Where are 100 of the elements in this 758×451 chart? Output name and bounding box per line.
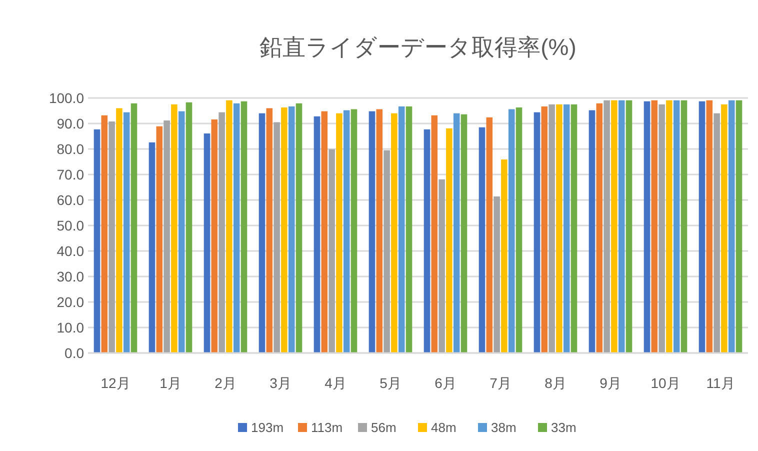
y-tick-label: 100.0 xyxy=(48,90,84,106)
y-tick-label: 40.0 xyxy=(56,243,84,259)
y-tick-label: 50.0 xyxy=(56,218,84,234)
bar xyxy=(101,115,108,353)
bar xyxy=(391,113,398,353)
x-tick-label: 6月 xyxy=(434,375,456,391)
legend-label: 56m xyxy=(371,420,396,435)
bar xyxy=(240,101,248,353)
y-tick-label: 10.0 xyxy=(56,320,84,336)
chart-title: 鉛直ライダーデータ取得率(%) xyxy=(260,34,576,60)
bar xyxy=(368,111,376,353)
y-tick-label: 80.0 xyxy=(56,141,84,157)
bar xyxy=(406,106,412,353)
bar xyxy=(204,133,210,353)
x-tick-label: 8月 xyxy=(544,375,566,391)
bar xyxy=(424,129,430,353)
bar xyxy=(156,126,163,353)
y-tick-label: 60.0 xyxy=(56,192,84,208)
bar xyxy=(508,109,515,353)
y-tick-label: 70.0 xyxy=(56,166,84,182)
y-tick-label: 20.0 xyxy=(56,294,84,310)
bar xyxy=(478,127,486,353)
bar xyxy=(376,109,383,353)
bar xyxy=(398,106,405,353)
bar xyxy=(266,108,273,353)
x-tick-label: 2月 xyxy=(214,375,236,391)
bar xyxy=(453,113,460,353)
bar xyxy=(644,101,650,353)
bar xyxy=(563,104,570,353)
legend-label: 193m xyxy=(251,420,284,435)
bar xyxy=(178,111,185,353)
bar xyxy=(721,104,728,353)
bar xyxy=(288,106,295,353)
bar xyxy=(171,104,178,353)
bar xyxy=(596,103,603,353)
bar xyxy=(666,100,672,353)
bar xyxy=(714,113,720,353)
bar xyxy=(446,128,452,353)
bar xyxy=(94,129,100,353)
bar xyxy=(698,101,706,353)
bar xyxy=(258,113,266,353)
bar xyxy=(384,150,390,353)
bar xyxy=(233,103,240,353)
bar xyxy=(328,149,335,353)
x-tick-label: 1月 xyxy=(160,375,182,391)
bar xyxy=(123,112,130,353)
bar xyxy=(541,106,548,353)
bar xyxy=(658,104,665,353)
bar xyxy=(350,109,358,353)
bar xyxy=(673,100,680,353)
bar xyxy=(343,110,350,353)
bar xyxy=(516,107,522,353)
bar xyxy=(460,114,468,353)
bar xyxy=(501,159,508,353)
bar xyxy=(494,196,500,353)
bar xyxy=(651,100,658,353)
y-tick-label: 30.0 xyxy=(56,268,84,284)
bar xyxy=(611,100,618,353)
y-tick-label: 90.0 xyxy=(56,116,84,132)
bar xyxy=(626,100,632,353)
bar xyxy=(588,110,596,353)
x-tick-label: 11月 xyxy=(706,375,735,391)
bar xyxy=(130,103,138,353)
bar xyxy=(728,100,735,353)
bar xyxy=(604,100,610,353)
x-tick-label: 5月 xyxy=(380,375,402,391)
bar xyxy=(431,115,438,353)
legend-label: 48m xyxy=(431,420,456,435)
x-tick-label: 12月 xyxy=(100,375,130,391)
x-tick-label: 3月 xyxy=(270,375,292,391)
bar xyxy=(534,112,540,353)
bar xyxy=(281,107,288,353)
bar xyxy=(736,100,742,353)
bar xyxy=(211,119,218,353)
bar xyxy=(116,108,122,353)
legend-label: 113m xyxy=(311,420,343,435)
bar xyxy=(164,120,170,353)
bar xyxy=(226,100,232,353)
y-tick-label: 0.0 xyxy=(64,345,84,361)
bar xyxy=(314,116,320,353)
bar xyxy=(438,179,445,353)
x-tick-label: 7月 xyxy=(490,375,512,391)
bar xyxy=(274,122,280,353)
bar xyxy=(296,103,302,353)
bar xyxy=(570,104,578,353)
x-tick-label: 10月 xyxy=(650,375,680,391)
legend-label: 33m xyxy=(551,420,576,435)
bar xyxy=(706,100,713,353)
bar xyxy=(486,117,493,353)
bar xyxy=(618,100,625,353)
bar xyxy=(548,104,555,353)
bar xyxy=(148,142,156,353)
legend-label: 38m xyxy=(491,420,516,435)
bar xyxy=(218,112,225,353)
bar xyxy=(321,111,328,353)
bar xyxy=(186,102,192,353)
bar xyxy=(556,104,562,353)
bar xyxy=(108,121,115,353)
x-tick-label: 4月 xyxy=(324,375,346,391)
bar xyxy=(336,113,342,353)
